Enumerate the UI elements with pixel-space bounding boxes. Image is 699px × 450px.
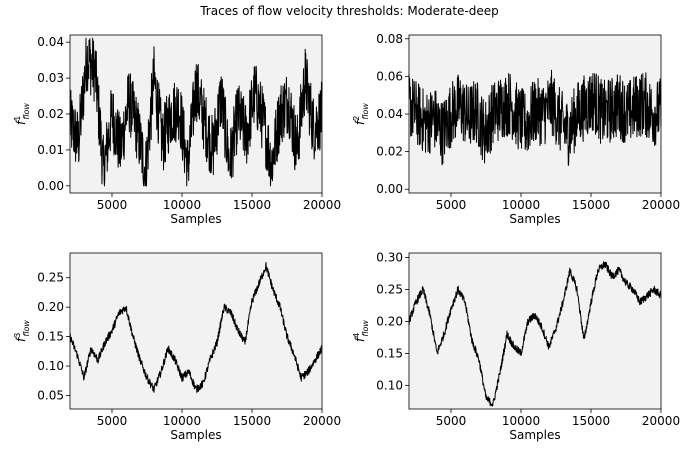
x-tick-label: 20000 xyxy=(303,414,341,428)
y-tick-label: 0.02 xyxy=(376,145,403,159)
y-tick-label: 0.04 xyxy=(376,107,403,121)
x-tick-label: 5000 xyxy=(436,198,467,212)
y-tick-label: 0.20 xyxy=(37,300,64,314)
y-tick-label: 0.08 xyxy=(376,32,403,46)
x-tick-label: 5000 xyxy=(97,414,128,428)
chart-panel-top-left: 5000 10000 15000 20000 0.00 0.01 0.02 0.03 0.04 S… xyxy=(13,34,341,226)
plot-frame xyxy=(408,252,662,410)
y-tick-label: 0.00 xyxy=(37,179,64,193)
y-tick-label: 0.25 xyxy=(37,271,64,285)
x-tick-label: 20000 xyxy=(303,198,341,212)
chart-panel-top-right: 5000 10000 15000 20000 0.00 0.02 0.04 0.06 0.08 S… xyxy=(352,32,680,226)
x-tick-label: 10000 xyxy=(502,198,540,212)
y-tick-label: 0.10 xyxy=(37,359,64,373)
y-tick-label: 0.03 xyxy=(37,71,64,85)
y-tick-label: 0.04 xyxy=(37,35,64,49)
y-tick-label: 0.20 xyxy=(376,314,403,328)
plot-background xyxy=(70,253,322,409)
chart-panel-bottom-right: 5000 10000 15000 20000 0.10 0.15 0.20 0.25 0.30 S… xyxy=(352,250,680,442)
x-tick-label: 10000 xyxy=(163,414,201,428)
y-tick-label: 0.30 xyxy=(376,250,403,264)
plot-frame xyxy=(69,252,323,410)
y-tick-label: 0.06 xyxy=(376,69,403,83)
x-axis-label: Samples xyxy=(509,212,560,226)
chart-panel-bottom-left: 5000 10000 15000 20000 0.05 0.10 0.15 0.20 0.25 S… xyxy=(13,252,341,442)
x-tick-label: 20000 xyxy=(642,414,680,428)
figure-title: Traces of flow velocity thresholds: Mode… xyxy=(200,4,499,18)
x-axis-label: Samples xyxy=(170,428,221,442)
x-tick-label: 20000 xyxy=(642,198,680,212)
series-line xyxy=(408,261,662,407)
x-tick-label: 10000 xyxy=(502,414,540,428)
x-tick-label: 5000 xyxy=(97,198,128,212)
y-axis-label: f4flow xyxy=(352,320,370,342)
x-tick-label: 15000 xyxy=(233,414,271,428)
plot-background xyxy=(409,253,661,409)
y-tick-label: 0.10 xyxy=(376,378,403,392)
y-tick-label: 0.00 xyxy=(376,182,403,196)
series-line xyxy=(69,37,323,187)
y-tick-label: 0.01 xyxy=(37,143,64,157)
x-tick-label: 15000 xyxy=(572,414,610,428)
y-tick-label: 0.15 xyxy=(376,346,403,360)
y-axis-label: f2flow xyxy=(352,103,370,125)
x-tick-label: 15000 xyxy=(233,198,271,212)
x-axis-label: Samples xyxy=(509,428,560,442)
y-tick-label: 0.05 xyxy=(37,388,64,402)
y-axis-label: f3flow xyxy=(13,320,31,342)
x-tick-label: 15000 xyxy=(572,198,610,212)
series-line xyxy=(408,69,662,166)
y-tick-label: 0.02 xyxy=(37,107,64,121)
series-line xyxy=(69,262,323,393)
x-tick-label: 5000 xyxy=(436,414,467,428)
y-tick-label: 0.15 xyxy=(37,330,64,344)
y-axis-label: f1flow xyxy=(13,103,31,125)
x-axis-label: Samples xyxy=(170,212,221,226)
x-tick-label: 10000 xyxy=(163,198,201,212)
y-tick-label: 0.25 xyxy=(376,282,403,296)
